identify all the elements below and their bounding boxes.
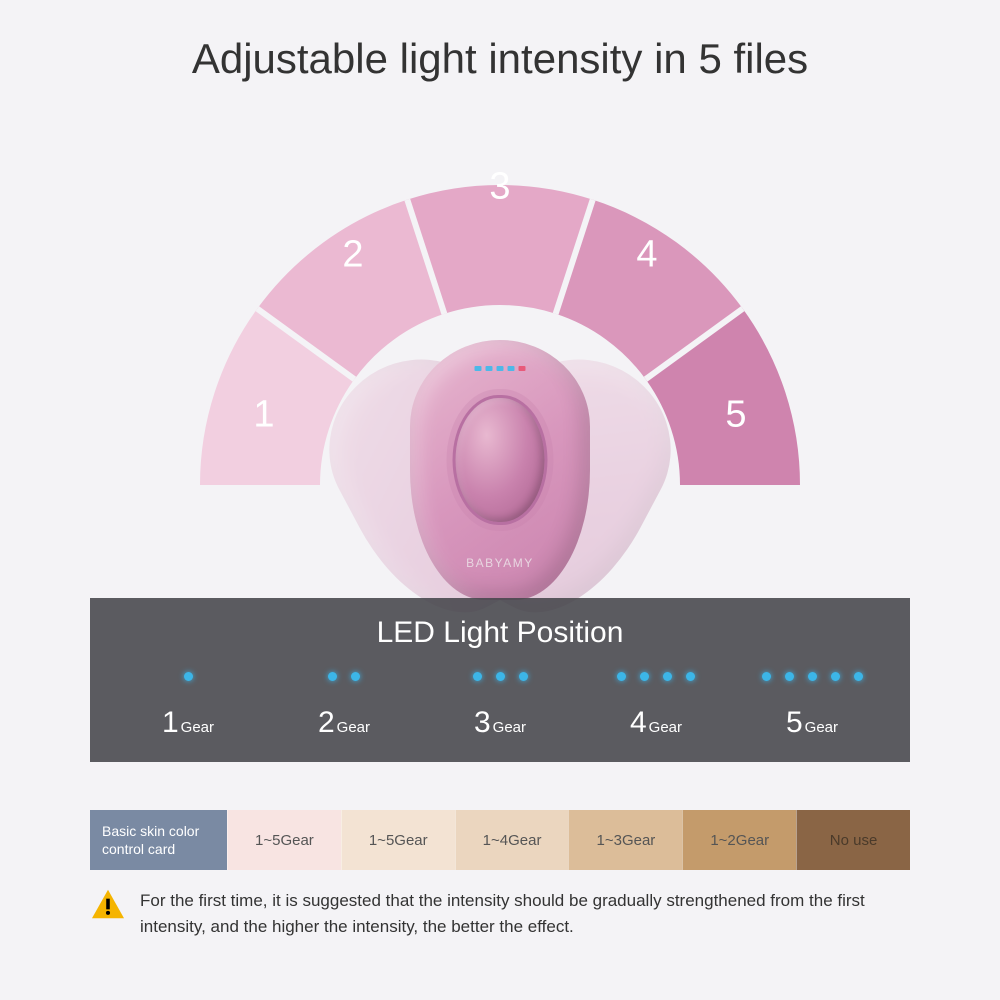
gear-row: 1Gear2Gear3Gear4Gear5Gear xyxy=(110,672,890,740)
gear-dots-1 xyxy=(110,672,266,684)
gear-col-4: 4Gear xyxy=(578,672,734,740)
device-brand-label: BABYAMY xyxy=(410,556,590,570)
skin-cell-2: 1~5Gear xyxy=(341,810,455,870)
skin-cell-6: No use xyxy=(796,810,910,870)
page-title: Adjustable light intensity in 5 files xyxy=(0,0,1000,83)
skin-cell-1: 1~5Gear xyxy=(227,810,341,870)
gear-label-3: 3Gear xyxy=(422,706,578,740)
note-text: For the first time, it is suggested that… xyxy=(140,888,910,939)
gear-dots-2 xyxy=(266,672,422,684)
gear-label-5: 5Gear xyxy=(734,706,890,740)
gear-col-2: 2Gear xyxy=(266,672,422,740)
gear-dots-3 xyxy=(422,672,578,684)
usage-note: For the first time, it is suggested that… xyxy=(90,888,910,939)
skin-card-label: Basic skin color control card xyxy=(90,810,227,870)
arc-label-1: 1 xyxy=(253,394,274,437)
gear-label-2: 2Gear xyxy=(266,706,422,740)
arc-label-2: 2 xyxy=(342,234,363,277)
device-led-indicators xyxy=(475,366,526,371)
gear-label-4: 4Gear xyxy=(578,706,734,740)
gear-dots-4 xyxy=(578,672,734,684)
gear-dots-5 xyxy=(734,672,890,684)
skin-cell-5: 1~2Gear xyxy=(682,810,796,870)
arc-label-5: 5 xyxy=(725,394,746,437)
device-power-button xyxy=(453,395,548,525)
gear-col-5: 5Gear xyxy=(734,672,890,740)
gear-col-1: 1Gear xyxy=(110,672,266,740)
skin-cell-4: 1~3Gear xyxy=(568,810,682,870)
led-position-panel: LED Light Position 1Gear2Gear3Gear4Gear5… xyxy=(90,598,910,762)
device-illustration: BABYAMY xyxy=(300,320,700,640)
arc-label-4: 4 xyxy=(636,234,657,277)
gear-label-1: 1Gear xyxy=(110,706,266,740)
arc-label-3: 3 xyxy=(489,166,510,209)
skin-cell-3: 1~4Gear xyxy=(455,810,569,870)
skin-color-card: Basic skin color control card 1~5Gear1~5… xyxy=(90,810,910,870)
warning-icon xyxy=(90,888,126,920)
device-main: BABYAMY xyxy=(410,340,590,600)
led-panel-title: LED Light Position xyxy=(110,616,890,650)
gear-col-3: 3Gear xyxy=(422,672,578,740)
